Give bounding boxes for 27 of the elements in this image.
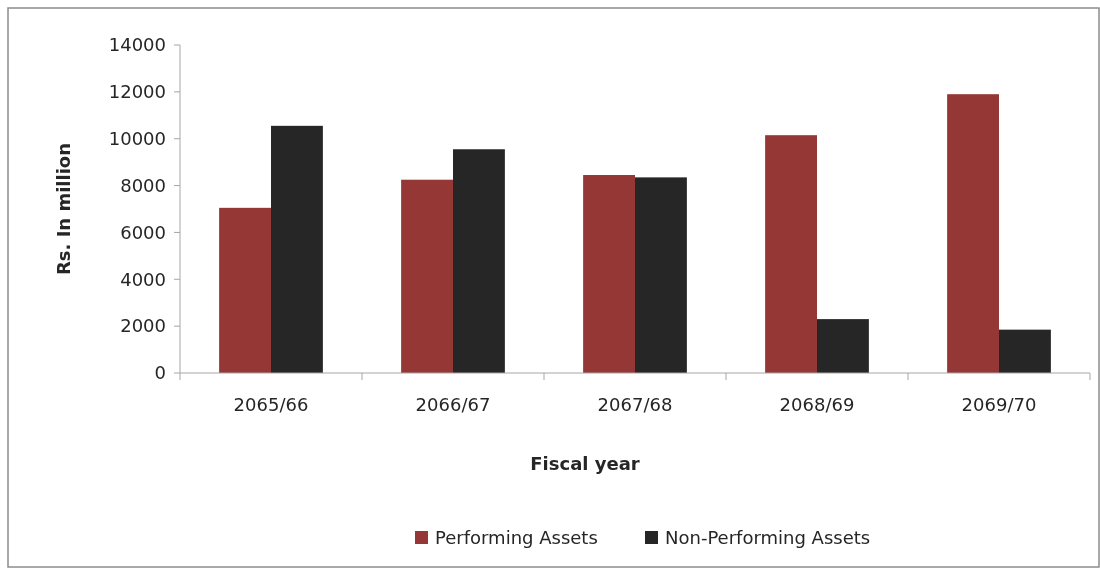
y-tick-label: 8000 [120, 174, 166, 196]
legend-label: Non-Performing Assets [665, 527, 871, 549]
y-tick-label: 4000 [120, 268, 166, 290]
x-axis-title: Fiscal year [530, 453, 640, 474]
y-tick-label: 6000 [120, 221, 166, 243]
x-tick-label: 2066/67 [415, 394, 491, 415]
bar [947, 94, 999, 373]
y-tick-label: 0 [154, 362, 166, 384]
bar [271, 125, 323, 373]
x-tick-label: 2068/69 [779, 394, 855, 415]
bar [999, 329, 1051, 373]
x-tick-label: 2067/68 [597, 394, 673, 415]
bar [817, 319, 869, 373]
y-tick-label: 12000 [108, 81, 166, 103]
x-tick-label: 2069/70 [961, 394, 1037, 415]
x-tick-label: 2065/66 [233, 394, 309, 415]
bar [219, 207, 271, 373]
legend-label: Performing Assets [435, 527, 598, 549]
bar [765, 135, 817, 373]
bar [583, 175, 635, 373]
y-tick-label: 14000 [108, 34, 166, 56]
y-tick-label: 10000 [108, 128, 166, 150]
y-tick-label: 2000 [120, 315, 166, 337]
y-axis-title: Rs. In million [53, 142, 74, 276]
bar [453, 149, 505, 373]
bar [635, 177, 687, 373]
bar [401, 179, 453, 373]
